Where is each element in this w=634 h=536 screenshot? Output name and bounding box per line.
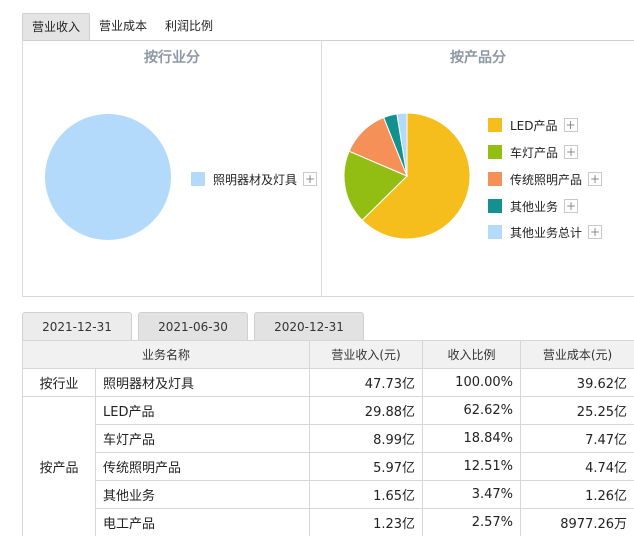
legend-label: LED产品 xyxy=(510,118,558,133)
tab-profit-ratio[interactable]: 利润比例 xyxy=(165,19,214,33)
tab-cost[interactable]: 营业成本 xyxy=(99,19,148,33)
legend-label: 其他业务总计 xyxy=(510,225,583,240)
legend-swatch xyxy=(488,172,502,186)
expand-plus-icon[interactable]: + xyxy=(588,172,603,186)
legend-label: 传统照明产品 xyxy=(510,172,583,187)
revenue-table: 业务名称 营业收入(元) 收入比例 营业成本(元) 按行业 照明器材及灯具 47… xyxy=(21,340,634,536)
legend-label: 车灯产品 xyxy=(510,145,559,160)
table-row: 车灯产品 8.99亿 18.84% 7.47亿 xyxy=(23,424,634,453)
row-ratio: 12.51% xyxy=(422,452,522,481)
header-business-name: 业务名称 xyxy=(21,340,311,369)
row-ratio: 62.62% xyxy=(422,396,522,425)
pie-slice-0 xyxy=(45,114,171,240)
row-cost: 8977.26万 xyxy=(520,508,634,536)
row-revenue: 1.65亿 xyxy=(309,480,424,509)
legend-item-led: LED产品 + xyxy=(488,116,578,134)
table-row: 按产品 LED产品 29.88亿 62.62% 25.25亿 xyxy=(22,396,634,536)
pie-slice-0 xyxy=(361,112,471,240)
header-revenue: 营业收入(元) xyxy=(309,340,424,369)
tab-revenue[interactable]: 营业收入 xyxy=(22,13,91,41)
legend-label: 照明器材及灯具 xyxy=(213,172,298,187)
legend-item-car-light: 车灯产品 + xyxy=(488,143,579,161)
product-panel: 按产品分 LED产品 + 车灯产品 + 传统照明产品 + 其他业务 + xyxy=(322,40,634,296)
expand-plus-icon[interactable]: + xyxy=(563,118,578,132)
legend-item-other-total: 其他业务总计 + xyxy=(488,223,603,241)
industry-panel-title: 按行业分 xyxy=(144,50,200,66)
row-name: 其他业务 xyxy=(94,480,311,509)
row-name: 照明器材及灯具 xyxy=(94,368,311,397)
group-label-industry: 按行业 xyxy=(22,368,96,397)
row-name: 传统照明产品 xyxy=(94,452,311,481)
tab-divider xyxy=(22,40,634,41)
expand-plus-icon[interactable]: + xyxy=(564,199,579,213)
top-tab-bar: 营业收入 营业成本 利润比例 xyxy=(22,13,222,41)
legend-swatch xyxy=(488,118,502,132)
row-revenue: 1.23亿 xyxy=(309,508,424,536)
legend-swatch xyxy=(488,145,502,159)
legend-swatch xyxy=(488,199,502,213)
pie-slice-1 xyxy=(343,150,408,221)
row-cost: 1.26亿 xyxy=(520,480,634,509)
legend-label: 其他业务 xyxy=(510,199,559,214)
legend-item-lighting: 照明器材及灯具 + xyxy=(191,170,318,188)
table-row: 电工产品 1.23亿 2.57% 8977.26万 xyxy=(23,508,634,536)
industry-pie-chart xyxy=(45,114,171,240)
legend-swatch xyxy=(488,225,502,239)
row-ratio: 100.00% xyxy=(422,368,522,397)
row-ratio: 3.47% xyxy=(422,480,522,509)
row-cost: 25.25亿 xyxy=(520,396,634,425)
expand-plus-icon[interactable]: + xyxy=(564,145,579,159)
header-cost: 营业成本(元) xyxy=(520,340,634,369)
header-ratio: 收入比例 xyxy=(422,340,522,369)
tab-2021-06-30[interactable]: 2021-06-30 xyxy=(138,312,248,340)
product-pie-chart xyxy=(343,112,471,240)
row-cost: 7.47亿 xyxy=(520,424,634,453)
expand-plus-icon[interactable]: + xyxy=(303,172,318,186)
table-row: 其他业务 1.65亿 3.47% 1.26亿 xyxy=(23,480,634,509)
tab-2020-12-31[interactable]: 2020-12-31 xyxy=(254,312,364,340)
row-revenue: 5.97亿 xyxy=(309,452,424,481)
table-row: 传统照明产品 5.97亿 12.51% 4.74亿 xyxy=(23,452,634,481)
row-name: 电工产品 xyxy=(94,508,311,536)
legend-item-other: 其他业务 + xyxy=(488,197,579,215)
row-cost: 4.74亿 xyxy=(520,452,634,481)
expand-plus-icon[interactable]: + xyxy=(588,225,603,239)
industry-panel: 按行业分 照明器材及灯具 + xyxy=(23,40,322,296)
row-ratio: 18.84% xyxy=(422,424,522,453)
legend-swatch xyxy=(191,172,205,186)
tab-2021-12-31[interactable]: 2021-12-31 xyxy=(22,312,132,340)
row-name: LED产品 xyxy=(94,396,311,425)
row-ratio: 2.57% xyxy=(422,508,522,536)
product-panel-title: 按产品分 xyxy=(450,50,506,66)
row-revenue: 8.99亿 xyxy=(309,424,424,453)
row-cost: 39.62亿 xyxy=(520,368,634,397)
legend-item-traditional: 传统照明产品 + xyxy=(488,170,603,188)
table-row: 按行业 照明器材及灯具 47.73亿 100.00% 39.62亿 xyxy=(22,368,634,397)
row-revenue: 29.88亿 xyxy=(309,396,424,425)
table-header-row: 业务名称 营业收入(元) 收入比例 营业成本(元) xyxy=(21,340,634,369)
group-label-product: 按产品 xyxy=(22,396,96,536)
row-name: 车灯产品 xyxy=(94,424,311,453)
chart-panels: 按行业分 照明器材及灯具 + 按产品分 LED产品 + 车灯产品 + xyxy=(22,40,634,297)
row-revenue: 47.73亿 xyxy=(309,368,424,397)
pie-slice-4 xyxy=(396,112,408,177)
